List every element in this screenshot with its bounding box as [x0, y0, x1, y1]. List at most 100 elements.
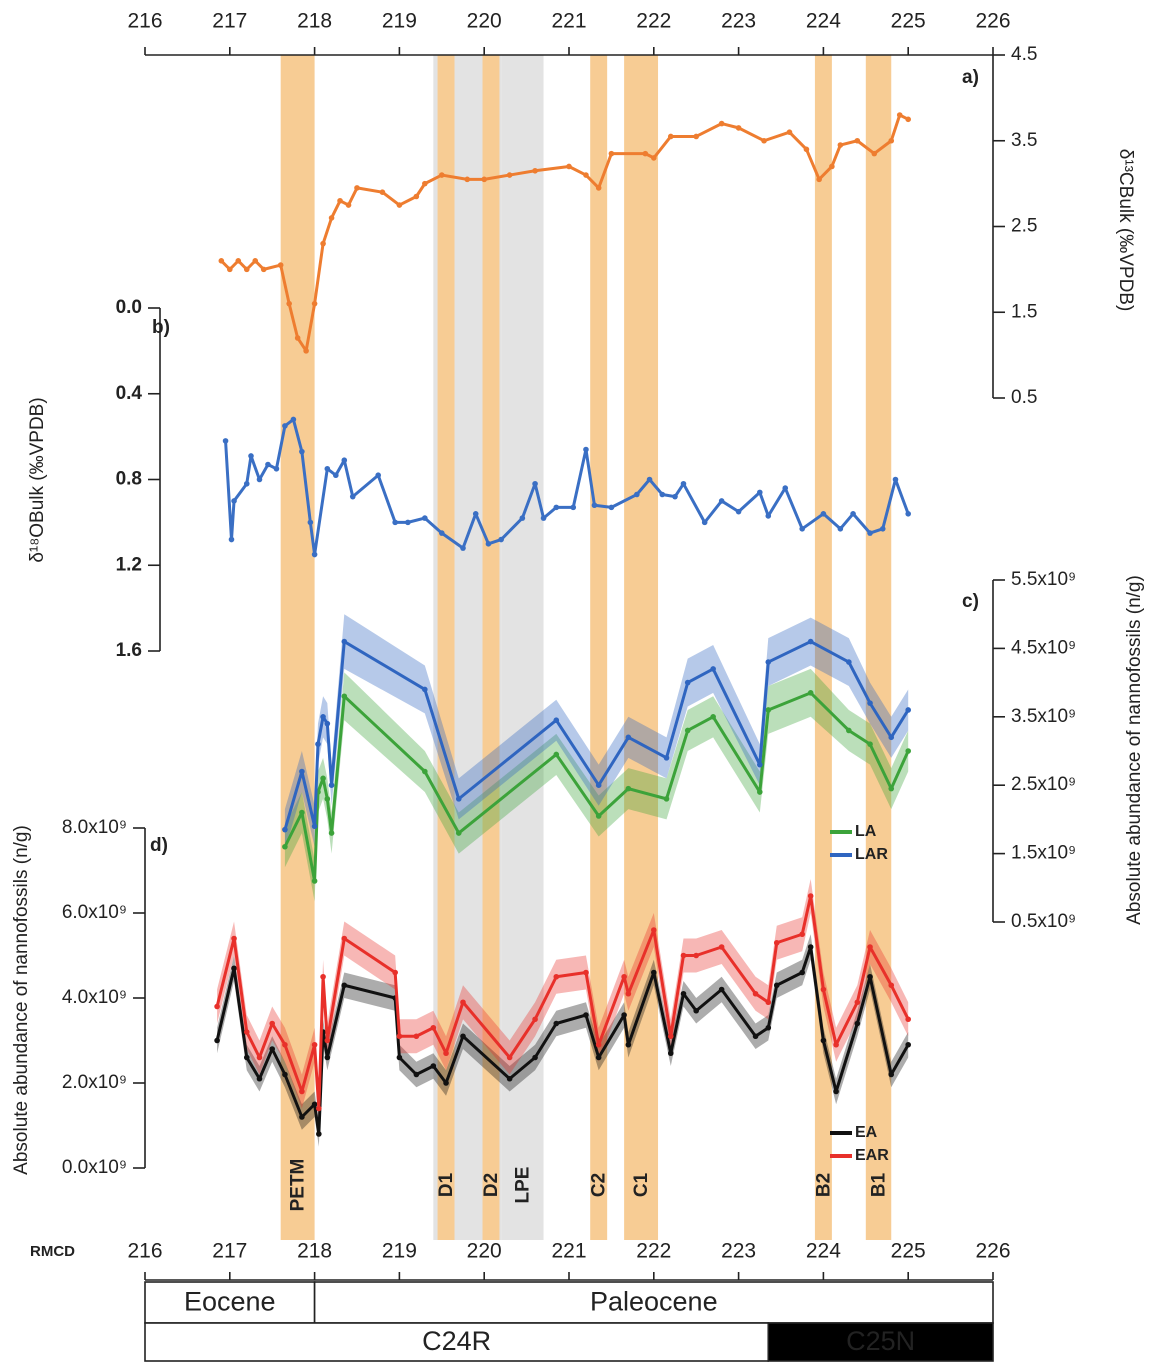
data-point: [583, 969, 589, 976]
data-point: [837, 526, 844, 532]
data-point: [282, 1041, 288, 1048]
band-label: D1: [436, 1172, 457, 1197]
data-point: [905, 116, 911, 123]
band-label: PETM: [288, 1159, 309, 1212]
x-tick-label: 223: [721, 1240, 756, 1263]
data-point: [341, 982, 348, 989]
data-point: [667, 133, 674, 140]
data-point: [807, 638, 814, 645]
band-label: D2: [481, 1173, 502, 1197]
band-label: LPE: [512, 1167, 533, 1204]
data-point: [553, 717, 560, 724]
data-point: [820, 1037, 827, 1044]
timescale-box: [144, 1281, 316, 1324]
data-point: [846, 659, 852, 665]
data-point: [443, 1080, 449, 1086]
data-point: [757, 789, 763, 795]
data-point: [265, 461, 271, 468]
data-point: [506, 1054, 513, 1061]
data-point: [413, 1071, 420, 1078]
data-point: [422, 515, 428, 521]
data-point: [337, 197, 343, 204]
data-point: [243, 1029, 250, 1035]
data-point: [422, 180, 428, 187]
x-tick-label: 221: [551, 10, 586, 33]
data-point: [693, 952, 699, 959]
panel-label: b): [152, 317, 170, 338]
data-point: [867, 944, 873, 950]
data-point: [782, 485, 789, 491]
y-axis-title: δ¹⁸OBulk (‰VPDB): [27, 397, 48, 562]
data-point: [439, 172, 445, 178]
data-point: [833, 1041, 839, 1048]
data-point: [269, 1046, 276, 1052]
x-tick-label: 225: [891, 1240, 926, 1263]
y-tick-label: 2.5x10⁹: [1011, 774, 1076, 795]
data-point: [854, 1020, 861, 1027]
band-label: C2: [589, 1173, 610, 1197]
data-point: [854, 137, 861, 144]
data-point: [218, 258, 225, 264]
data-point: [905, 1041, 911, 1048]
x-tick-label: 219: [382, 1240, 417, 1263]
y-tick-label: 1.5x10⁹: [1011, 843, 1076, 864]
data-point: [286, 300, 292, 307]
y-tick-label: 5.5x10⁹: [1011, 569, 1076, 590]
data-point: [392, 519, 398, 526]
data-point: [316, 1105, 322, 1112]
y-tick-label: 0.5x10⁹: [1011, 911, 1076, 932]
data-point: [405, 519, 411, 526]
x-tick-label: 216: [127, 10, 162, 33]
data-point: [680, 990, 687, 997]
data-point: [765, 999, 772, 1006]
timescale-box: [144, 1322, 770, 1362]
event-band: [482, 55, 500, 1240]
timescale-label: Eocene: [184, 1287, 276, 1317]
data-point: [532, 1054, 538, 1061]
data-point: [243, 480, 250, 487]
data-point: [752, 990, 759, 997]
data-point: [443, 1050, 449, 1057]
data-point: [299, 1114, 305, 1120]
data-point: [879, 526, 886, 532]
data-point: [595, 185, 602, 191]
data-point: [905, 707, 911, 713]
data-point: [757, 489, 763, 496]
data-point: [718, 944, 725, 950]
y-tick-label: 0.5: [1011, 387, 1037, 408]
data-point: [413, 193, 420, 200]
data-point: [324, 796, 331, 802]
data-point: [519, 515, 526, 521]
data-point: [299, 768, 305, 775]
data-point: [413, 1033, 420, 1040]
data-point: [693, 1007, 699, 1014]
y-tick-label: 2.5: [1011, 216, 1037, 237]
data-point: [311, 1041, 318, 1048]
data-point: [324, 465, 331, 472]
panel-label: d): [150, 835, 168, 856]
data-point: [231, 498, 237, 504]
data-point: [311, 878, 318, 884]
data-point: [315, 741, 321, 747]
data-point: [299, 448, 305, 455]
data-point: [765, 1024, 772, 1031]
data-point: [888, 137, 895, 144]
y-tick-label: 0.0x10⁹: [62, 1157, 127, 1178]
data-point: [422, 686, 428, 693]
data-point: [888, 1071, 895, 1078]
data-point: [625, 785, 632, 792]
data-point: [642, 150, 649, 157]
x-tick-label: 217: [212, 1240, 247, 1263]
data-point: [273, 465, 280, 472]
data-point: [833, 1088, 839, 1095]
data-point: [333, 472, 339, 479]
timescale-box: [767, 1322, 994, 1362]
legend-label: EAR: [855, 1147, 889, 1164]
data-point: [807, 690, 814, 696]
timescale-label: C25N: [846, 1326, 915, 1356]
data-point: [595, 1054, 602, 1061]
data-point: [807, 944, 814, 950]
y-tick-label: 3.5x10⁹: [1011, 706, 1076, 727]
data-point: [888, 734, 895, 741]
